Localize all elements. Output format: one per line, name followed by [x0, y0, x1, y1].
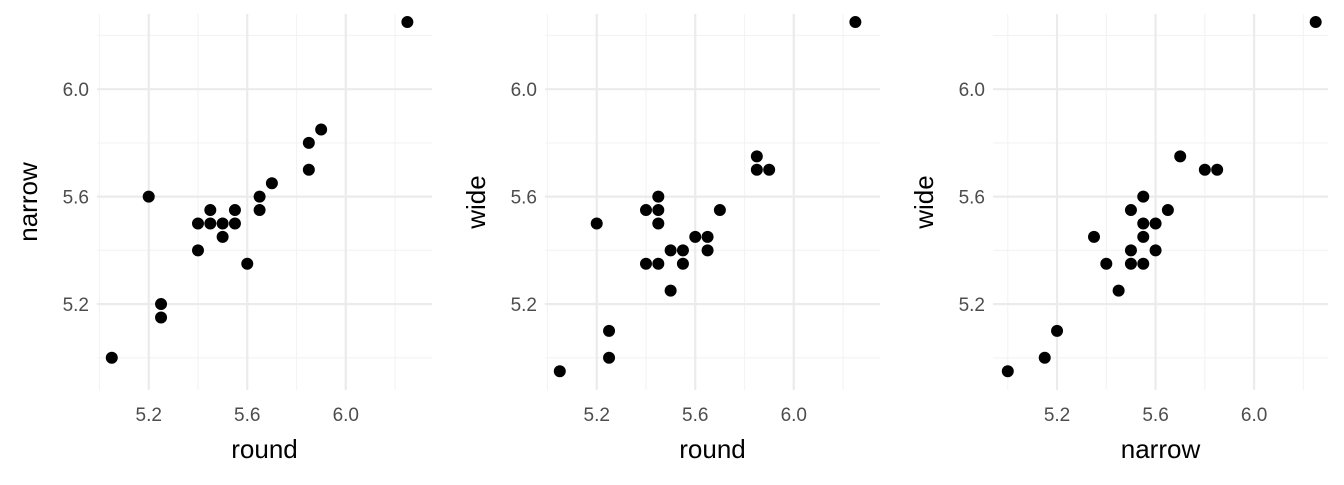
y-tick-label: 5.6: [511, 188, 537, 209]
scatter-point: [590, 217, 603, 230]
scatter-point: [1137, 257, 1150, 270]
scatter-point: [401, 16, 414, 29]
y-tick-label: 5.2: [959, 295, 985, 316]
y-tick-label: 5.6: [63, 188, 89, 209]
x-tick-label: 5.2: [1044, 405, 1070, 426]
scatter-point: [302, 163, 315, 176]
y-tick-label: 6.0: [511, 80, 537, 101]
scatter-point: [713, 204, 726, 217]
scatter-point: [1149, 217, 1162, 230]
scatter-point: [204, 217, 217, 230]
y-tick-label: 5.2: [63, 295, 89, 316]
y-axis-title: wide: [909, 175, 939, 229]
y-tick-label: 5.6: [959, 188, 985, 209]
scatter-point: [652, 217, 665, 230]
scatter-point: [302, 136, 315, 149]
scatter-point: [315, 123, 328, 136]
scatter-point: [603, 324, 616, 337]
scatter-point: [253, 204, 266, 217]
scatter-point: [1124, 244, 1137, 257]
scatter-point: [1001, 365, 1014, 378]
scatter-point: [105, 351, 118, 364]
scatter-point: [228, 217, 241, 230]
scatter-point: [676, 244, 689, 257]
scatter-point: [701, 230, 714, 243]
scatter-panel-1: 5.2 5.6 6.0 5.2 5.6 6.0 round narrow: [13, 14, 432, 464]
scatter-point: [253, 190, 266, 203]
x-tick-label: 6.0: [1241, 405, 1267, 426]
scatter-point: [652, 257, 665, 270]
scatter-point: [1211, 163, 1224, 176]
x-axis-title: narrow: [1121, 434, 1201, 464]
y-axis-title: narrow: [13, 162, 43, 242]
scatter-point: [676, 257, 689, 270]
scatter-point: [763, 163, 776, 176]
scatter-point: [1174, 150, 1187, 163]
scatter-point: [1161, 204, 1174, 217]
scatter-point: [155, 298, 168, 311]
scatter-point: [241, 257, 254, 270]
scatter-point: [750, 163, 763, 176]
scatter-point: [191, 244, 204, 257]
x-axis-title: round: [679, 434, 746, 464]
scatter-panel-2: 5.2 5.6 6.0 5.2 5.6 6.0 round wide: [461, 14, 880, 464]
x-tick-label: 6.0: [781, 405, 807, 426]
scatter-point: [142, 190, 155, 203]
y-tick-label: 6.0: [959, 80, 985, 101]
scatter-panel-3: 5.2 5.6 6.0 5.2 5.6 6.0 narrow wide: [909, 14, 1328, 464]
scatter-point: [1124, 257, 1137, 270]
scatter-point: [1038, 351, 1051, 364]
x-tick-label: 5.2: [136, 405, 162, 426]
scatter-point: [216, 217, 229, 230]
scatter-point: [849, 16, 862, 29]
scatter-point: [664, 244, 677, 257]
y-tick-label: 6.0: [63, 80, 89, 101]
scatter-point: [155, 311, 168, 324]
scatter-point: [1149, 244, 1162, 257]
scatter-point: [1087, 230, 1100, 243]
y-tick-label: 5.2: [511, 295, 537, 316]
x-tick-label: 5.6: [1142, 405, 1168, 426]
scatter-point: [204, 204, 217, 217]
x-tick-label: 5.6: [682, 405, 708, 426]
scatter-point: [1137, 217, 1150, 230]
scatter-point: [1051, 324, 1064, 337]
scatter-point: [1100, 257, 1113, 270]
scatter-point: [1198, 163, 1211, 176]
y-axis-title: wide: [461, 175, 491, 229]
scatter-point: [1137, 230, 1150, 243]
scatter-point: [664, 284, 677, 297]
scatter-point: [652, 204, 665, 217]
scatter-point: [1112, 284, 1125, 297]
scatter-point: [228, 204, 241, 217]
scatter-point: [1137, 190, 1150, 203]
scatter-point: [750, 150, 763, 163]
scatter-point: [1124, 204, 1137, 217]
scatter-point: [639, 204, 652, 217]
scatter-point: [639, 257, 652, 270]
x-tick-label: 5.2: [584, 405, 610, 426]
scatter-point: [216, 230, 229, 243]
scatter-point: [265, 177, 278, 190]
x-tick-label: 6.0: [333, 405, 359, 426]
scatter-point: [1309, 16, 1322, 29]
x-tick-label: 5.6: [234, 405, 260, 426]
scatter-point: [689, 230, 702, 243]
scatter-point: [553, 365, 566, 378]
scatter-point: [701, 244, 714, 257]
scatter-point: [652, 190, 665, 203]
x-axis-title: round: [231, 434, 298, 464]
scatter-point: [603, 351, 616, 364]
scatter-point: [191, 217, 204, 230]
